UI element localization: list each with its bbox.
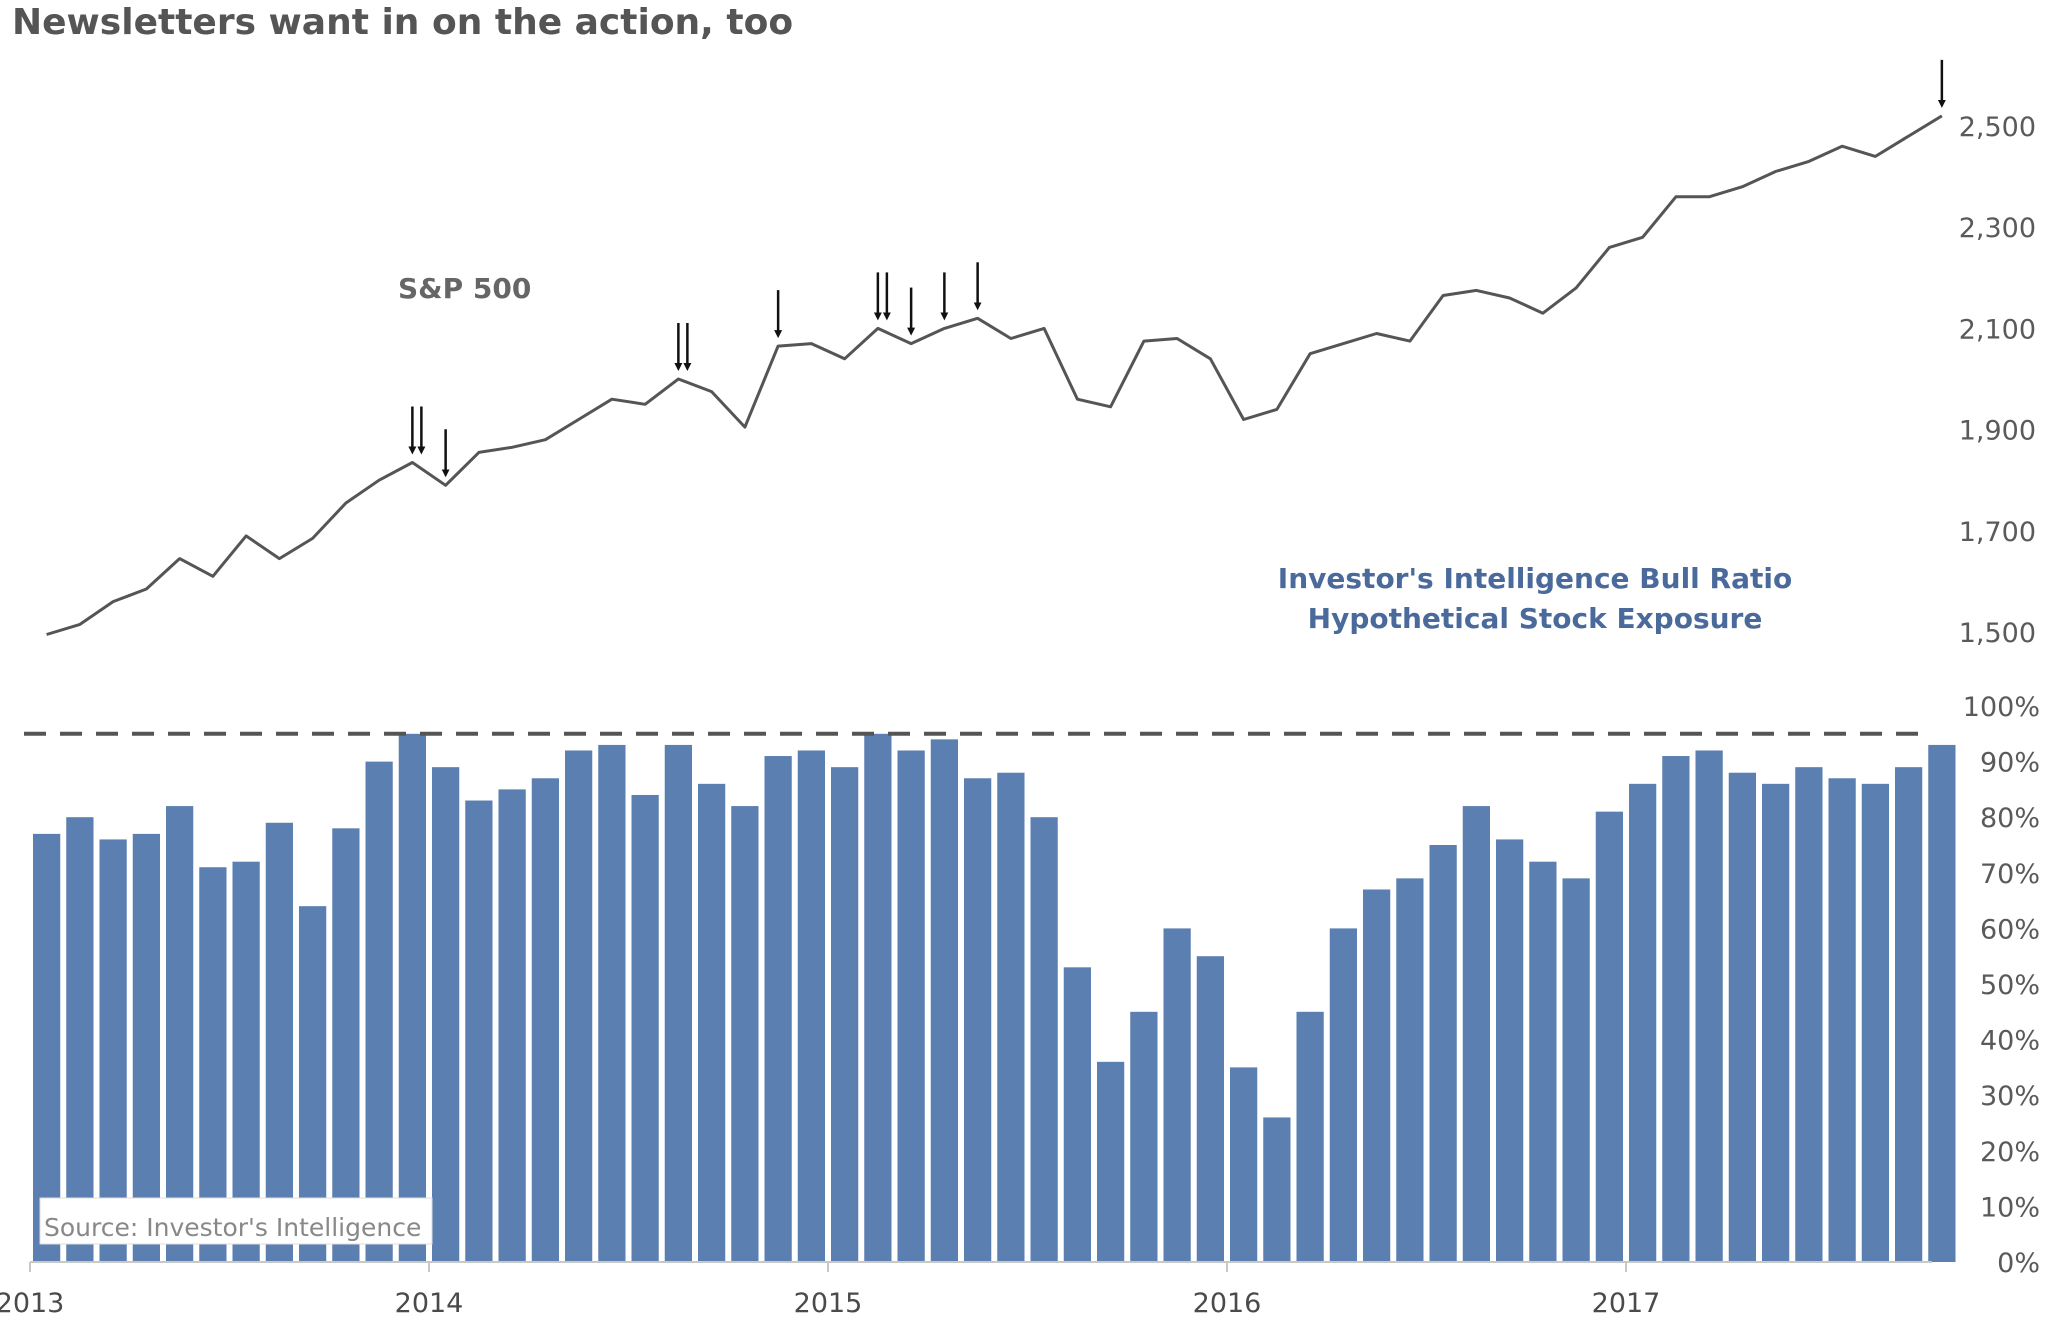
bull-ratio-bar [997, 772, 1025, 1262]
bull-ratio-bar [365, 761, 393, 1262]
bull-ratio-bar [1529, 861, 1557, 1262]
bull-ratio-bar [432, 767, 460, 1262]
bull-ratio-bar [465, 800, 493, 1262]
bull-ratio-bar [1928, 744, 1956, 1262]
bull-ratio-bar [864, 733, 892, 1262]
bull-ratio-tick-label: 70% [1980, 859, 2040, 890]
bull-ratio-bar [1329, 928, 1357, 1262]
bull-ratio-bar [1130, 1011, 1158, 1262]
bull-ratio-bar [166, 806, 194, 1262]
bull-ratio-bar [1728, 772, 1756, 1262]
bull-ratio-bar [265, 822, 293, 1262]
bull-ratio-bar [930, 739, 958, 1262]
bull-ratio-bar [1063, 967, 1091, 1262]
sp500-tick-label: 2,500 [1959, 112, 2036, 143]
bull-ratio-bar [1462, 806, 1490, 1262]
bull-ratio-bar [897, 750, 925, 1262]
bull-ratio-bar [631, 794, 659, 1262]
bull-ratio-bar [565, 750, 593, 1262]
bull-ratio-tick-label: 90% [1980, 748, 2040, 779]
sp500-line [46, 114, 1943, 636]
bull-ratio-bar [1629, 783, 1657, 1262]
bull-ratio-bar [33, 833, 61, 1262]
bull-ratio-bar [332, 828, 360, 1262]
bull-ratio-bar [1163, 928, 1191, 1262]
bull-ratio-bar [1695, 750, 1723, 1262]
bull-ratio-bar [66, 817, 94, 1262]
bull-ratio-bar [1396, 878, 1424, 1262]
bull-ratio-bar [99, 839, 127, 1262]
bull-ratio-tick-label: 40% [1980, 1026, 2040, 1057]
x-tick-label: 2014 [395, 1288, 464, 1319]
sp500-tick-label: 1,700 [1959, 517, 2036, 548]
x-tick-label: 2015 [794, 1288, 863, 1319]
bull-ratio-bar [797, 750, 825, 1262]
bull-ratio-bar [1263, 1117, 1291, 1262]
bull-ratio-bar [1861, 783, 1889, 1262]
bull-ratio-bars [33, 733, 1956, 1262]
bull-ratio-bar [1762, 783, 1790, 1262]
sp500-tick-label: 2,100 [1959, 314, 2036, 345]
bull-ratio-bar [1363, 889, 1391, 1262]
bull-ratio-tick-label: 60% [1980, 914, 2040, 945]
signal-arrows [408, 59, 1946, 478]
x-tick-label: 2013 [0, 1288, 64, 1319]
sp500-tick-label: 1,900 [1959, 416, 2036, 447]
chart-title: Newsletters want in on the action, too [12, 2, 794, 43]
bull-ratio-bar [1562, 878, 1590, 1262]
bull-ratio-bar [1030, 817, 1058, 1262]
bull-ratio-bar [531, 778, 559, 1262]
bull-ratio-tick-label: 0% [1997, 1248, 2040, 1279]
x-axis: 2013 2014 2015 2016 2017 [0, 1261, 1932, 1319]
bull-ratio-bar [199, 867, 227, 1262]
bull-ratio-series-label: Investor's Intelligence Bull Ratio Hypoth… [1278, 562, 1792, 635]
bull-ratio-tick-label: 20% [1980, 1137, 2040, 1168]
bull-ratio-bar [1230, 1067, 1258, 1262]
bull-ratio-tick-label: 50% [1980, 970, 2040, 1001]
bull-ratio-bar [1662, 756, 1690, 1262]
bull-ratio-tick-label: 80% [1980, 803, 2040, 834]
sp500-series-label: S&P 500 [398, 272, 531, 305]
bull-ratio-bar [1828, 778, 1856, 1262]
bull-ratio-bar [1196, 956, 1224, 1262]
bull-ratio-tick-label: 100% [1963, 692, 2040, 723]
bull-ratio-bar [964, 778, 992, 1262]
bull-ratio-bar [698, 783, 726, 1262]
bull-ratio-bar [132, 833, 160, 1262]
bull-ratio-bar [398, 733, 426, 1262]
sp500-tick-label: 2,300 [1959, 213, 2036, 244]
bull-ratio-bar [1429, 845, 1457, 1262]
bull-ratio-bar [731, 806, 759, 1262]
source-note: Source: Investor's Intelligence [44, 1213, 421, 1242]
x-tick-label: 2017 [1592, 1288, 1661, 1319]
bull-ratio-bar [764, 756, 792, 1262]
bull-ratio-bar [232, 861, 260, 1262]
bull-ratio-tick-label: 30% [1980, 1081, 2040, 1112]
bull-ratio-bar [1496, 839, 1524, 1262]
bull-ratio-bar [498, 789, 526, 1262]
bull-ratio-tick-label: 10% [1980, 1192, 2040, 1223]
bull-ratio-bar [831, 767, 859, 1262]
bull-ratio-bar [598, 744, 626, 1262]
source-box: Source: Investor's Intelligence [39, 1197, 433, 1245]
bull-ratio-bar [1296, 1011, 1324, 1262]
sp500-tick-label: 1,500 [1959, 618, 2036, 649]
bull-ratio-bar [1097, 1061, 1125, 1262]
sp500-line-group [46, 114, 1943, 636]
bull-ratio-bar [1895, 767, 1923, 1262]
x-tick-label: 2016 [1193, 1288, 1262, 1319]
bull-ratio-axis: 0% 10% 20% 30% 40% 50% 60% 70% 80% 90% 100% [1963, 692, 2040, 1279]
bull-ratio-bar [1795, 767, 1823, 1262]
bull-ratio-bar [1595, 811, 1623, 1262]
sp500-axis: 1,500 1,700 1,900 2,100 2,300 2,500 [1959, 112, 2036, 649]
bull-ratio-bar [664, 744, 692, 1262]
